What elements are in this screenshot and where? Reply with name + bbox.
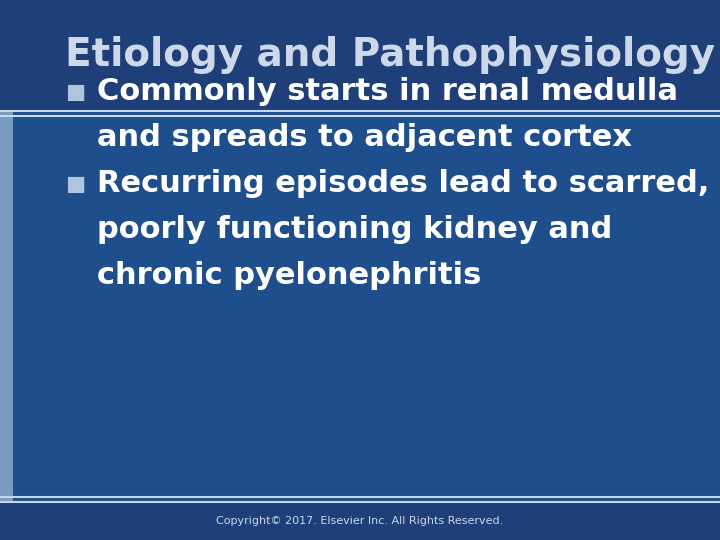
Text: and spreads to adjacent cortex: and spreads to adjacent cortex — [97, 123, 632, 152]
FancyBboxPatch shape — [0, 0, 720, 111]
Text: ■: ■ — [65, 173, 85, 194]
FancyBboxPatch shape — [0, 502, 720, 540]
Text: Commonly starts in renal medulla: Commonly starts in renal medulla — [97, 77, 678, 106]
Text: chronic pyelonephritis: chronic pyelonephritis — [97, 261, 482, 290]
Text: poorly functioning kidney and: poorly functioning kidney and — [97, 215, 613, 244]
Text: Copyright© 2017. Elsevier Inc. All Rights Reserved.: Copyright© 2017. Elsevier Inc. All Right… — [217, 516, 503, 526]
Text: Etiology and Pathophysiology: Etiology and Pathophysiology — [65, 36, 715, 75]
Text: ■: ■ — [65, 82, 85, 102]
FancyBboxPatch shape — [0, 111, 13, 502]
Text: Recurring episodes lead to scarred,: Recurring episodes lead to scarred, — [97, 169, 710, 198]
FancyBboxPatch shape — [0, 111, 720, 502]
